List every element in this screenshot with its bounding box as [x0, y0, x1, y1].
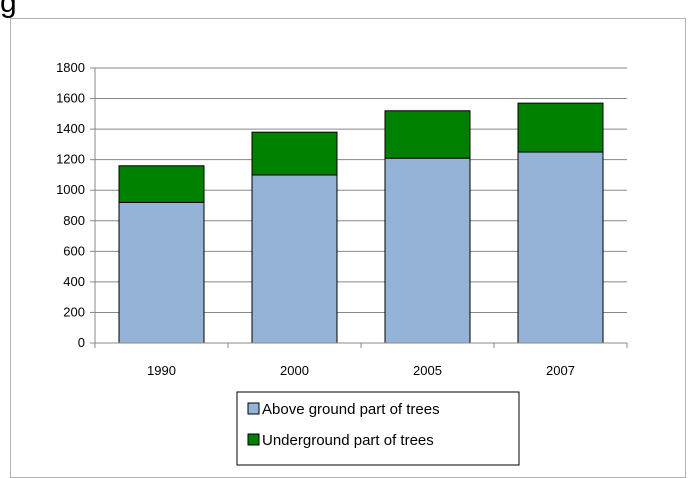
bar-above-ground-2000: [251, 174, 338, 344]
y-tick-label: 200: [63, 304, 85, 319]
bar-underground-2005: [384, 110, 471, 159]
bar-underground-2007: [517, 102, 604, 153]
x-tick-label: 2000: [280, 363, 309, 378]
page-title-fragment: g: [0, 0, 17, 19]
y-tick-label: 1400: [56, 121, 85, 136]
y-tick-label: 0: [78, 335, 85, 350]
legend-label: Above ground part of trees: [262, 401, 440, 418]
bar-underground-1990: [118, 165, 205, 203]
y-tick-label: 600: [63, 243, 85, 258]
x-tick-label: 2007: [546, 363, 575, 378]
legend-box: [236, 391, 520, 466]
bar-above-ground-1990: [118, 201, 205, 344]
legend-swatch: [247, 433, 260, 446]
y-tick-label: 1000: [56, 182, 85, 197]
y-tick-label: 800: [63, 213, 85, 228]
x-tick-label: 2005: [413, 363, 442, 378]
chart: 0 200 400 600 800 1000 1200 1400 1600 1800 1990 20…: [56, 60, 628, 466]
y-tick-label: 1600: [56, 91, 85, 106]
y-tick-label: 1200: [56, 152, 85, 167]
x-tick-label: 1990: [147, 363, 176, 378]
legend-swatch: [247, 402, 260, 415]
y-tick-label: 400: [63, 274, 85, 289]
bar-underground-2000: [251, 131, 338, 176]
legend-label: Underground part of trees: [262, 432, 434, 449]
y-tick-label: 1800: [56, 60, 85, 75]
bar-above-ground-2007: [517, 151, 604, 344]
bar-above-ground-2005: [384, 157, 471, 344]
